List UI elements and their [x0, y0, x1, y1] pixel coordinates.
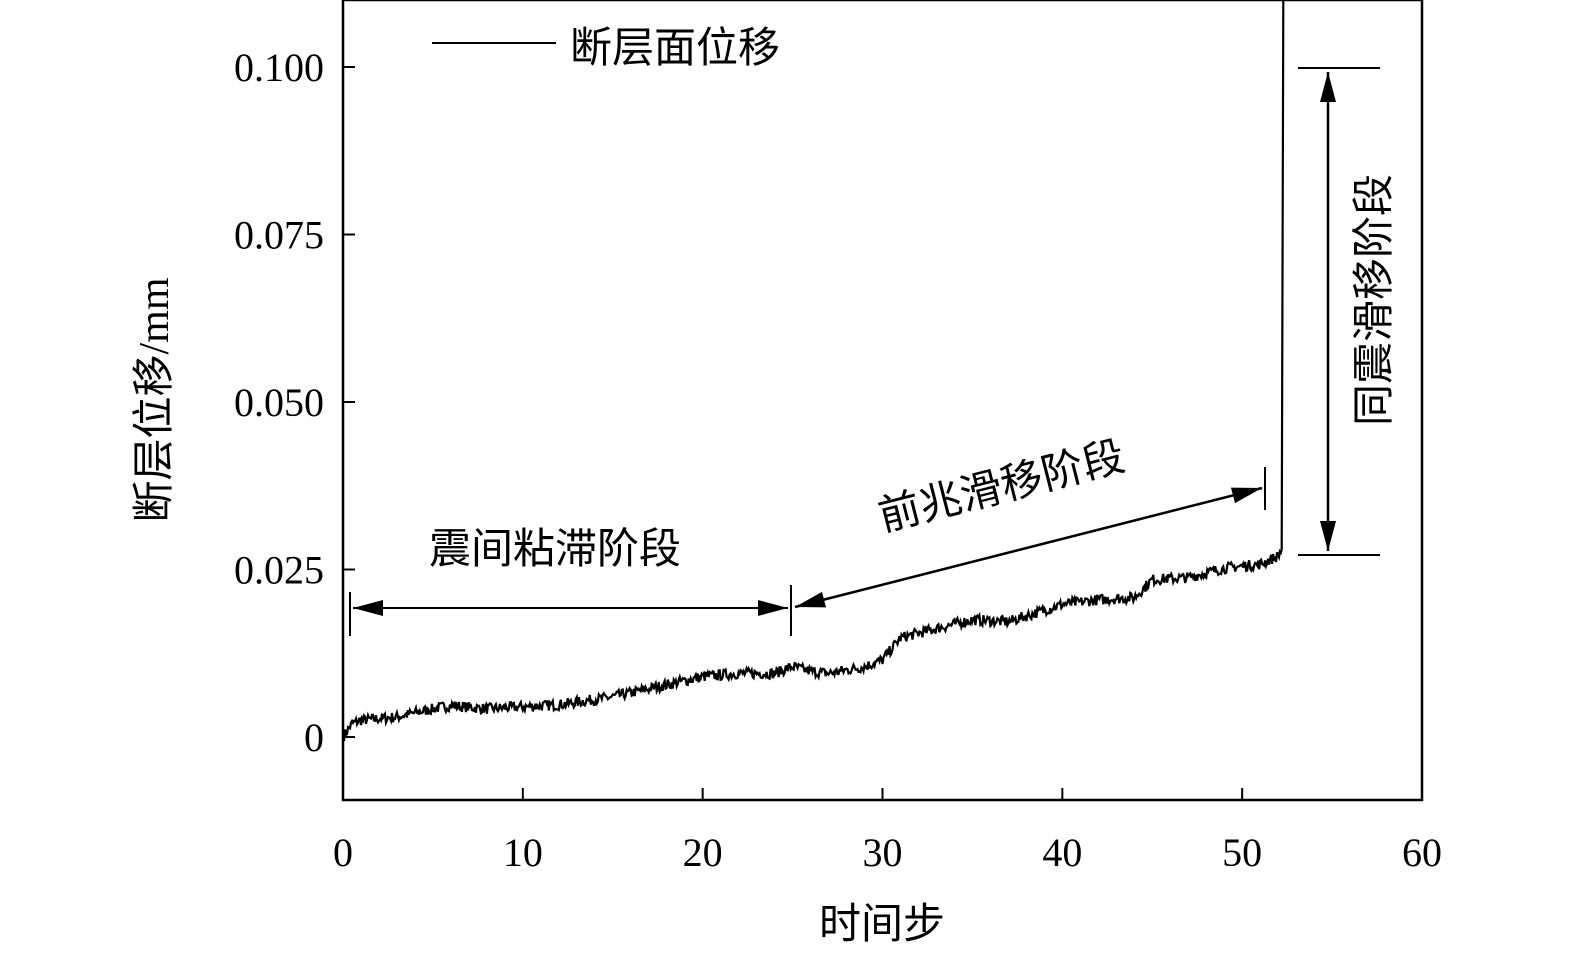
y-tick-label: 0.075	[234, 213, 324, 258]
y-tick-label: 0	[304, 715, 324, 760]
x-tick-label: 60	[1402, 830, 1442, 875]
precursor-arrow	[794, 486, 1263, 609]
legend-label: 断层面位移	[570, 25, 780, 72]
plot-frame	[341, 0, 1424, 802]
x-tick-label: 20	[683, 830, 723, 875]
y-tick-label: 0.025	[234, 548, 324, 593]
y-tick-label: 0.050	[234, 380, 324, 425]
x-tick-label: 30	[863, 830, 903, 875]
x-tick-label: 0	[333, 830, 353, 875]
precursor-label: 前兆滑移阶段	[874, 434, 1130, 541]
x-axis-label: 时间步	[819, 902, 945, 948]
coseismic-label: 同震滑移阶段	[1352, 174, 1398, 426]
interseismic-label: 震间粘滞阶段	[429, 527, 681, 573]
y-axis-label: 断层位移/mm	[131, 277, 178, 522]
x-tick-label: 10	[503, 830, 543, 875]
x-tick-label: 50	[1222, 830, 1262, 875]
y-tick-label: 0.100	[234, 45, 324, 90]
series-line-fault-displacement	[343, 0, 1285, 742]
x-tick-label: 40	[1042, 830, 1082, 875]
